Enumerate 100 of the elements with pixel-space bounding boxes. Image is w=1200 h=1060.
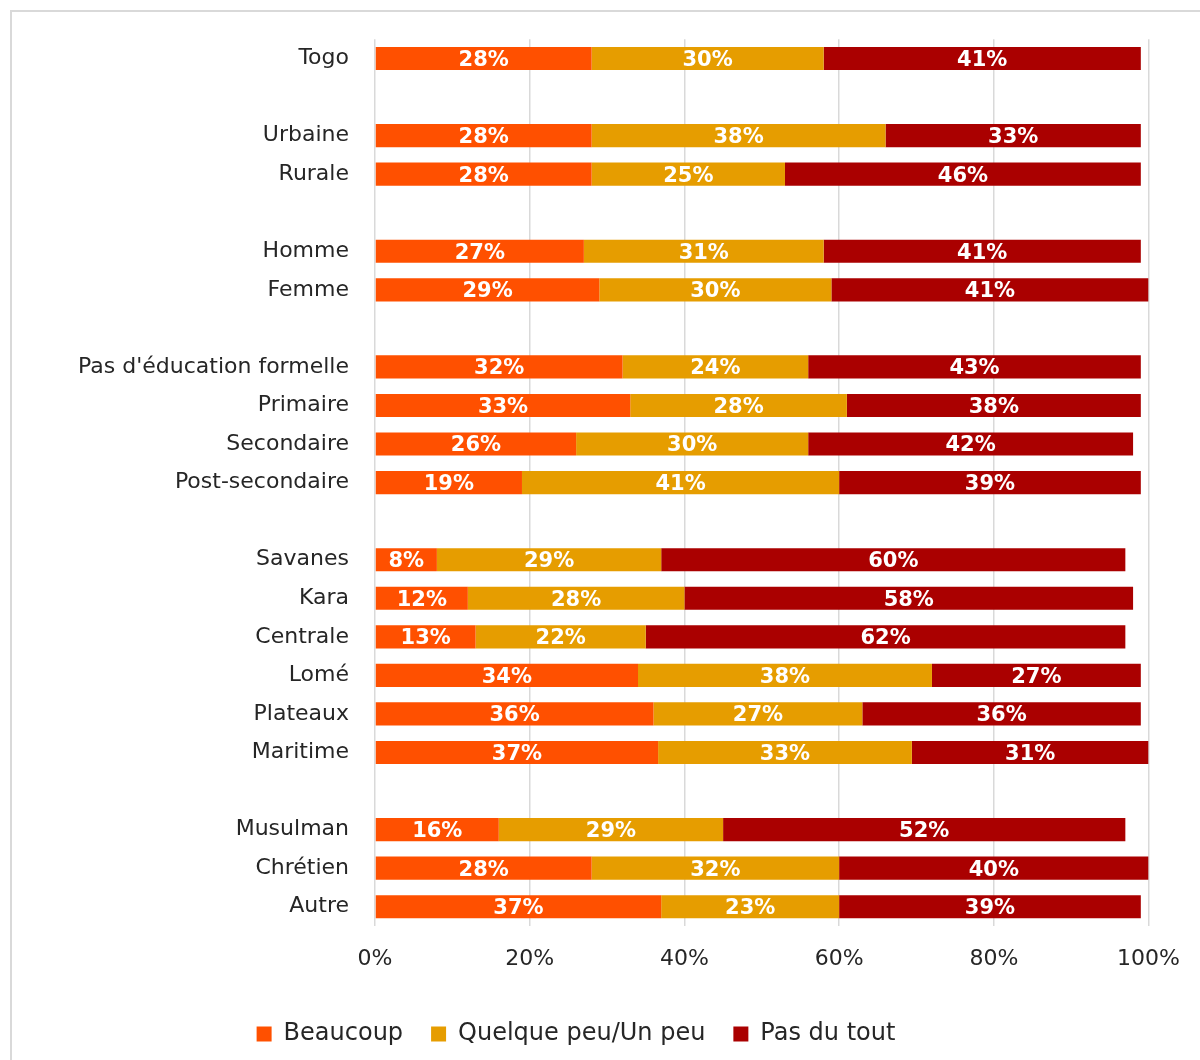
data-label: 13% [400, 625, 451, 650]
bar [375, 702, 654, 726]
data-label: 62% [860, 625, 911, 650]
data-label: 40% [968, 856, 1019, 881]
bar [583, 239, 824, 263]
x-tick-label: 60% [814, 944, 864, 970]
y-tick-label: Urbaine [262, 121, 349, 147]
y-tick-label: Musulman [235, 815, 349, 841]
bar [839, 471, 1141, 495]
bar [684, 586, 1134, 610]
bar [375, 740, 659, 765]
bar [591, 46, 824, 71]
bar [661, 548, 1126, 572]
bar [375, 432, 577, 456]
y-tick-label: Autre [289, 892, 349, 918]
data-label: 27% [732, 702, 784, 727]
y-tick-label: Homme [262, 236, 349, 262]
bar [436, 548, 662, 572]
data-label: 29% [523, 548, 575, 573]
data-label: 32% [690, 856, 741, 881]
bar [630, 393, 847, 418]
bar [375, 856, 592, 880]
data-label: 42% [945, 432, 996, 457]
bar [375, 663, 639, 687]
legend-label: Quelque peu/Un peu [458, 1018, 706, 1047]
bar [808, 432, 1134, 456]
y-tick-label: Primaire [257, 391, 349, 417]
bar [599, 278, 832, 302]
y-tick-label: Secondaire [226, 429, 349, 455]
y-tick-label: Plateaux [253, 699, 349, 725]
bar [808, 355, 1141, 379]
bar [375, 278, 600, 302]
data-label: 30% [667, 432, 718, 457]
bar [498, 818, 724, 842]
data-label: 27% [454, 239, 505, 264]
data-label: 30% [682, 46, 733, 71]
bar [375, 46, 592, 71]
bar [658, 740, 912, 765]
data-label: 29% [462, 278, 513, 303]
y-tick-label: Femme [267, 275, 349, 301]
data-label: 25% [663, 162, 714, 187]
bar [591, 124, 886, 148]
data-label: 37% [493, 895, 544, 920]
data-label: 46% [937, 162, 989, 187]
bar [653, 702, 863, 726]
data-label: 58% [883, 586, 934, 611]
bar [784, 162, 1141, 186]
bar [375, 393, 631, 418]
y-tick-label: Rurale [278, 159, 349, 185]
data-label: 31% [678, 239, 729, 264]
data-label: 30% [690, 278, 741, 303]
data-label: 43% [949, 355, 1000, 380]
bar [638, 663, 932, 687]
y-tick-label: Togo [297, 44, 349, 70]
y-tick-label: Kara [298, 583, 349, 609]
data-label: 26% [450, 432, 502, 457]
bar [823, 239, 1141, 263]
data-label: 8% [388, 548, 425, 573]
data-label: 16% [412, 818, 463, 843]
data-label: 24% [690, 355, 741, 380]
data-label: 28% [550, 586, 602, 611]
bar [723, 818, 1126, 842]
bar [375, 895, 662, 919]
data-label: 38% [759, 663, 811, 688]
data-label: 29% [585, 818, 637, 843]
y-tick-label: Pas d'éducation formelle [78, 352, 349, 378]
bar [839, 895, 1141, 919]
bar [846, 393, 1141, 418]
data-label: 27% [1011, 663, 1062, 688]
bar [823, 46, 1141, 71]
data-label: 41% [957, 46, 1008, 71]
bar [862, 702, 1141, 726]
data-label: 38% [713, 124, 764, 149]
data-label: 23% [725, 895, 776, 920]
bar [375, 355, 623, 379]
data-label: 34% [481, 663, 533, 688]
y-tick-label: Savanes [256, 545, 349, 571]
y-tick-label: Maritime [251, 738, 349, 764]
data-label: 22% [535, 625, 586, 650]
data-label: 39% [964, 895, 1016, 920]
bar [911, 740, 1149, 765]
y-tick-label: Centrale [255, 622, 349, 648]
bar [375, 124, 592, 148]
bar [931, 663, 1141, 687]
bar [576, 432, 809, 456]
data-label: 28% [458, 162, 509, 187]
data-label: 60% [868, 548, 919, 573]
x-tick-label: 80% [969, 944, 1019, 970]
data-label: 28% [713, 393, 764, 418]
data-label: 28% [458, 856, 509, 881]
bar [831, 278, 1149, 302]
data-label: 12% [396, 586, 447, 611]
bar [521, 471, 840, 495]
data-label: 38% [968, 393, 1019, 418]
data-label: 41% [957, 239, 1008, 264]
data-label: 28% [458, 124, 509, 149]
data-label: 37% [491, 740, 543, 765]
y-tick-label: Chrétien [255, 853, 349, 879]
bar [885, 124, 1141, 148]
data-label: 32% [474, 355, 525, 380]
